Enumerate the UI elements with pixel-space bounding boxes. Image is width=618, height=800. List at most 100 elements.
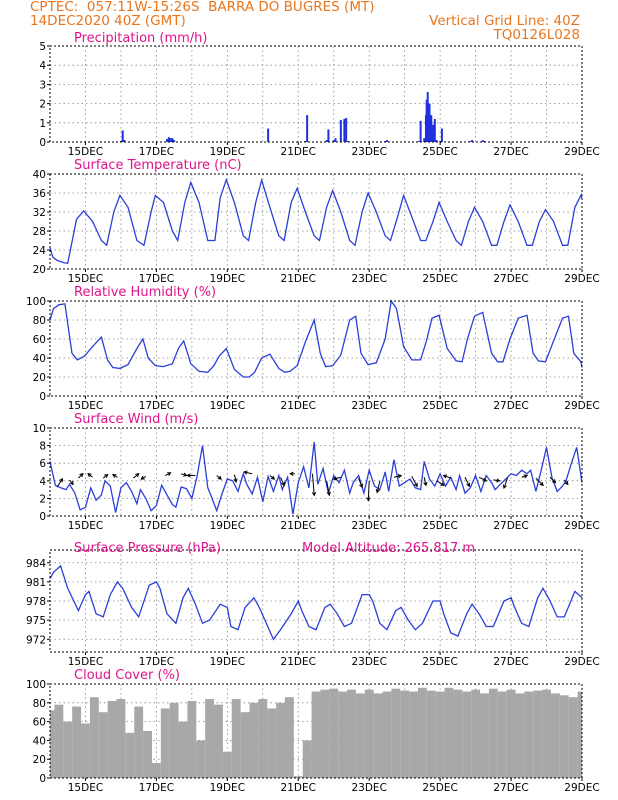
- rh-line: [49, 299, 583, 378]
- panel-title: Precipitation (mm/h): [74, 31, 207, 46]
- precip-bar: [385, 140, 388, 142]
- x-tick-label: 29DEC: [564, 520, 599, 532]
- y-tick-label: 3: [39, 79, 46, 91]
- cloud-bar: [81, 723, 90, 778]
- panel-title: Cloud Cover (%): [74, 668, 180, 683]
- x-tick-label: 19DEC: [210, 782, 245, 794]
- precip-bar: [481, 140, 484, 142]
- x-tick-label: 21DEC: [281, 400, 316, 412]
- precip-bar: [123, 140, 126, 142]
- precip-bar: [343, 118, 346, 142]
- wind-arrow: [333, 476, 341, 480]
- y-tick-label: 0: [39, 137, 46, 149]
- cloud-bar: [400, 690, 410, 778]
- cloud-bar: [89, 697, 99, 778]
- precip-bar: [469, 141, 472, 142]
- y-tick-label: 984: [26, 558, 46, 570]
- x-tick-label: 17DEC: [139, 273, 174, 285]
- wind-arrow: [133, 473, 140, 479]
- wind-arrow-head: [397, 474, 403, 479]
- x-tick-label: 27DEC: [493, 273, 528, 285]
- wind-arrow-head: [423, 481, 428, 487]
- panel-precip: [47, 45, 583, 145]
- y-tick-label: 0: [39, 773, 46, 785]
- x-tick-label: 23DEC: [351, 273, 386, 285]
- wind-arrow-head: [502, 484, 507, 490]
- cloud-bar: [151, 762, 161, 778]
- y-tick-label: 1: [39, 118, 46, 130]
- cloud-bar: [355, 693, 365, 778]
- wind-arrow-head: [167, 472, 172, 476]
- wind-arrow: [358, 477, 363, 488]
- wind-arrow: [503, 477, 508, 489]
- cloud-bar: [98, 712, 108, 778]
- cloud-bar: [453, 689, 463, 778]
- panel-frame: [49, 427, 583, 517]
- x-tick-label: 23DEC: [351, 400, 386, 412]
- panel-subtitle: Model Altitude: 265.817 m: [302, 541, 475, 556]
- x-tick-label: 29DEC: [564, 782, 599, 794]
- header-model-code: TQ0126L028: [493, 27, 580, 43]
- cloud-bar: [107, 700, 117, 778]
- wind-arrow-head: [332, 476, 338, 481]
- precip-bar: [426, 92, 429, 142]
- y-tick-label: 20: [33, 264, 46, 276]
- wind-arrow-head: [366, 497, 371, 502]
- wind-arrow-head: [281, 481, 285, 487]
- wind-arrow: [56, 478, 63, 488]
- wind-arrow: [233, 474, 237, 482]
- x-tick-label: 15DEC: [68, 782, 103, 794]
- cloud-bar: [116, 699, 126, 778]
- wind-arrow-head: [104, 473, 109, 478]
- x-tick-label: 21DEC: [281, 273, 316, 285]
- cloud-bar: [373, 693, 383, 778]
- panel-title: Surface Pressure (hPa): [74, 541, 221, 556]
- wind-arrow-head: [243, 470, 248, 475]
- wind-arrow-head: [186, 473, 191, 478]
- precip-bar: [346, 141, 349, 142]
- wind-arrow-head: [270, 475, 276, 480]
- y-tick-label: 36: [33, 188, 47, 200]
- cloud-bar: [293, 776, 303, 778]
- cloud-bar: [311, 691, 321, 778]
- cloud-bar: [267, 708, 277, 778]
- header-station-line: CPTEC: 057:11W-15:26S BARRA DO BUGRES (M…: [30, 0, 375, 15]
- cloud-bar: [329, 688, 339, 778]
- wind-arrow: [376, 480, 381, 493]
- cloud-bar: [169, 702, 179, 778]
- cloud-bar: [506, 689, 516, 778]
- cloud-bar: [284, 697, 294, 778]
- cloud-bar: [258, 699, 268, 778]
- y-tick-label: 978: [26, 596, 46, 608]
- wind-arrow-head: [551, 479, 557, 484]
- wind-arrow-head: [79, 472, 84, 478]
- cloud-bar: [524, 691, 534, 778]
- wind-arrow-head: [111, 474, 117, 478]
- cloud-bar: [409, 691, 418, 778]
- cloud-bar: [435, 691, 445, 778]
- wind-arrow: [280, 477, 285, 486]
- precip-bar: [171, 138, 174, 142]
- x-tick-label: 23DEC: [351, 782, 386, 794]
- cloud-bar: [542, 689, 551, 778]
- y-tick-label: 5: [39, 41, 46, 53]
- y-tick-label: 2: [39, 99, 46, 111]
- temp-line: [49, 177, 583, 265]
- precip-bar: [167, 137, 170, 142]
- x-tick-label: 23DEC: [351, 656, 386, 668]
- wind-arrow: [411, 476, 418, 487]
- y-tick-label: 40: [33, 169, 46, 181]
- cloud-bar: [480, 693, 489, 778]
- cloud-bar: [515, 693, 525, 778]
- wind-arrow-head: [233, 478, 238, 483]
- wind-arrow-head: [359, 483, 364, 489]
- cloud-bar: [444, 687, 454, 778]
- panel-wind: [47, 427, 583, 519]
- pressure-line: [49, 564, 583, 641]
- precip-bar: [471, 140, 474, 142]
- cloud-bar: [471, 689, 481, 778]
- cloud-bar: [347, 689, 356, 778]
- panel-cloud: [47, 683, 583, 781]
- wind-arrow: [243, 471, 253, 475]
- cloud-bar: [160, 708, 170, 778]
